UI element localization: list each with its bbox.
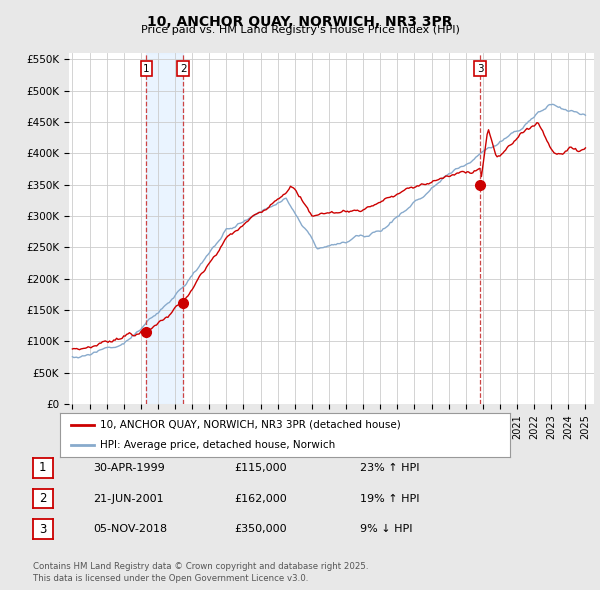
Bar (146, 53, 183, 404)
Text: 21-JUN-2001: 21-JUN-2001 (93, 494, 164, 503)
Text: 3: 3 (39, 523, 47, 536)
Text: 2: 2 (39, 492, 47, 505)
Text: 2: 2 (180, 64, 187, 74)
Text: 3: 3 (477, 64, 484, 74)
Text: £162,000: £162,000 (234, 494, 287, 503)
Text: 30-APR-1999: 30-APR-1999 (93, 463, 165, 473)
Text: 1: 1 (39, 461, 47, 474)
Text: 19% ↑ HPI: 19% ↑ HPI (360, 494, 419, 503)
Text: £350,000: £350,000 (234, 525, 287, 534)
Text: £115,000: £115,000 (234, 463, 287, 473)
Text: HPI: Average price, detached house, Norwich: HPI: Average price, detached house, Norw… (101, 440, 336, 450)
Text: 23% ↑ HPI: 23% ↑ HPI (360, 463, 419, 473)
Text: 1: 1 (143, 64, 150, 74)
Text: Price paid vs. HM Land Registry's House Price Index (HPI): Price paid vs. HM Land Registry's House … (140, 25, 460, 35)
Text: 9% ↓ HPI: 9% ↓ HPI (360, 525, 413, 534)
Text: 10, ANCHOR QUAY, NORWICH, NR3 3PR (detached house): 10, ANCHOR QUAY, NORWICH, NR3 3PR (detac… (101, 420, 401, 430)
Text: 05-NOV-2018: 05-NOV-2018 (93, 525, 167, 534)
Text: 10, ANCHOR QUAY, NORWICH, NR3 3PR: 10, ANCHOR QUAY, NORWICH, NR3 3PR (147, 15, 453, 29)
Text: Contains HM Land Registry data © Crown copyright and database right 2025.
This d: Contains HM Land Registry data © Crown c… (33, 562, 368, 583)
